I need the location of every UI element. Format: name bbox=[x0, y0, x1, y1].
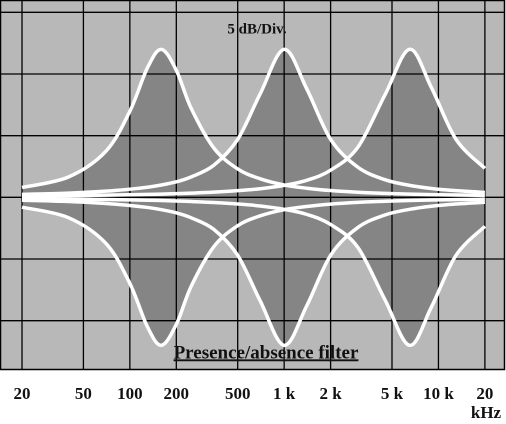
area-fill bbox=[22, 197, 485, 346]
response-curve bbox=[21, 196, 487, 348]
x-tick-label: 20 bbox=[14, 384, 31, 403]
x-tick-label: 500 bbox=[225, 384, 251, 403]
response-curve bbox=[21, 47, 487, 198]
x-tick-label: 5 k bbox=[381, 384, 404, 403]
chart-title: Presence/absence filter bbox=[174, 342, 359, 363]
x-tick-label: 20 bbox=[476, 384, 493, 403]
area-fill bbox=[22, 49, 485, 198]
area-fill bbox=[22, 197, 485, 346]
annotation: 5 dB/Div. bbox=[227, 21, 286, 37]
area-fill bbox=[22, 49, 485, 198]
response-curve bbox=[21, 47, 485, 197]
x-unit: kHz bbox=[471, 403, 502, 422]
response-curve bbox=[21, 197, 485, 348]
area-fill bbox=[22, 49, 485, 198]
x-tick-label: 2 k bbox=[319, 384, 342, 403]
x-tick-label: 50 bbox=[75, 384, 92, 403]
x-tick-label: 100 bbox=[117, 384, 143, 403]
response-curve bbox=[21, 198, 485, 348]
area-fill bbox=[22, 197, 485, 346]
x-tick-label: 10 k bbox=[423, 384, 454, 403]
response-curve bbox=[21, 47, 485, 198]
x-tick-label: 1 k bbox=[273, 384, 296, 403]
x-tick-label: 200 bbox=[164, 384, 190, 403]
plot-area bbox=[0, 0, 506, 371]
plot-border bbox=[0, 0, 506, 371]
